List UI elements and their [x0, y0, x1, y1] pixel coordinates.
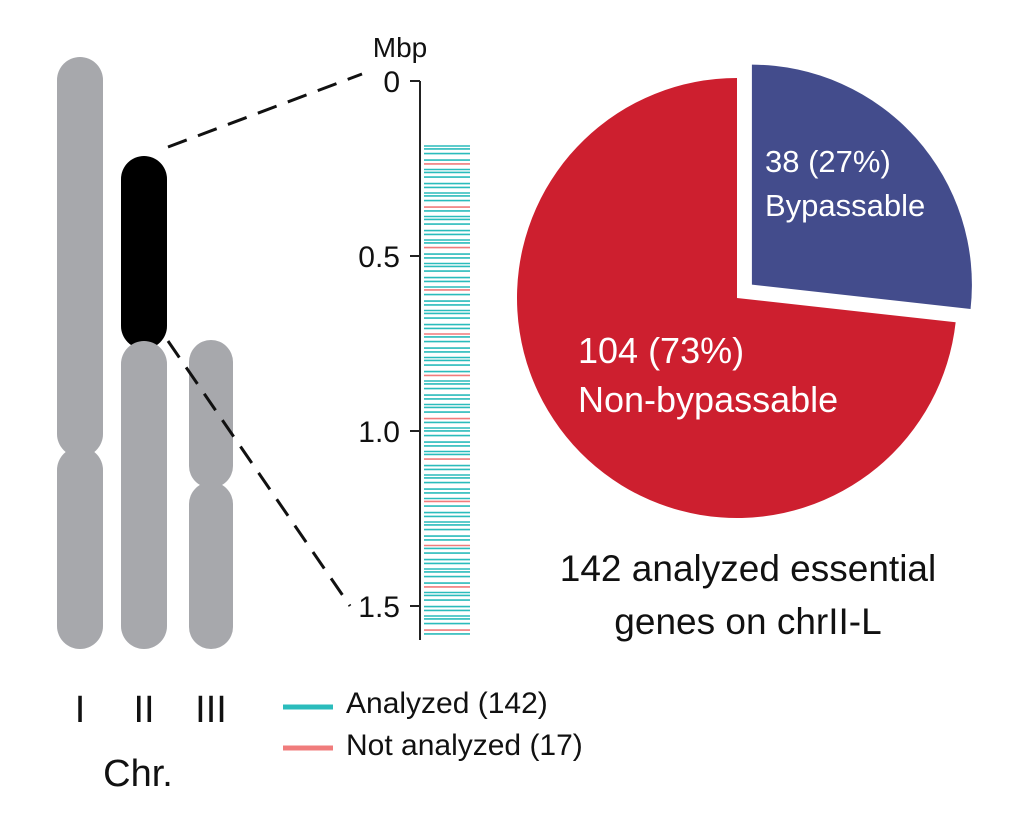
legend-not-analyzed-label: Not analyzed (17)	[346, 729, 583, 762]
non-bypassable-name-label: Non-bypassable	[578, 379, 838, 420]
chromosome-label-iii: III	[195, 689, 227, 731]
bypassable-count-label: 38 (27%)	[765, 144, 891, 179]
pie-slice-bypassable	[751, 64, 972, 309]
chromosome-ii-left-arm-highlight	[121, 156, 167, 349]
axis-unit-label: Mbp	[373, 32, 427, 63]
chromosome-i-upper-arm	[57, 57, 103, 457]
chromosome-group	[57, 57, 233, 649]
non-bypassable-count-label: 104 (73%)	[578, 330, 744, 371]
chromosome-label-i: I	[75, 689, 86, 731]
axis-ticks: 0 0.5 1.0 1.5	[358, 66, 420, 624]
chromosome-iii-upper-arm	[189, 340, 233, 488]
pie-caption-line-2: genes on chrII-L	[614, 601, 881, 642]
gene-stripe-track	[424, 145, 470, 635]
pie-slice-non-bypassable	[517, 78, 956, 518]
chromosome-label-ii: II	[133, 689, 154, 731]
zoom-line-bottom	[166, 340, 352, 607]
bypassable-name-label: Bypassable	[765, 188, 925, 223]
axis-tick-label-3: 1.5	[358, 591, 400, 624]
axis-tick-label-0: 0	[383, 66, 400, 99]
chromosome-iii-lower-arm	[189, 482, 233, 649]
zoom-line-top	[167, 72, 363, 149]
chromosome-caption: Chr.	[103, 753, 173, 795]
chromosome-i-lower-arm	[57, 447, 103, 649]
pie-caption-line-1: 142 analyzed essential	[560, 548, 936, 589]
pie-chart: 38 (27%) Bypassable 104 (73%) Non-bypass…	[517, 64, 972, 518]
chromosome-ii-right-arm	[121, 341, 167, 649]
axis-tick-label-1: 0.5	[358, 241, 400, 274]
legend-analyzed-label: Analyzed (142)	[346, 687, 548, 720]
axis-tick-label-2: 1.0	[358, 416, 400, 449]
position-axis: Mbp 0 0.5 1.0 1.5	[358, 32, 427, 640]
legend: Analyzed (142) Not analyzed (17)	[283, 687, 583, 762]
